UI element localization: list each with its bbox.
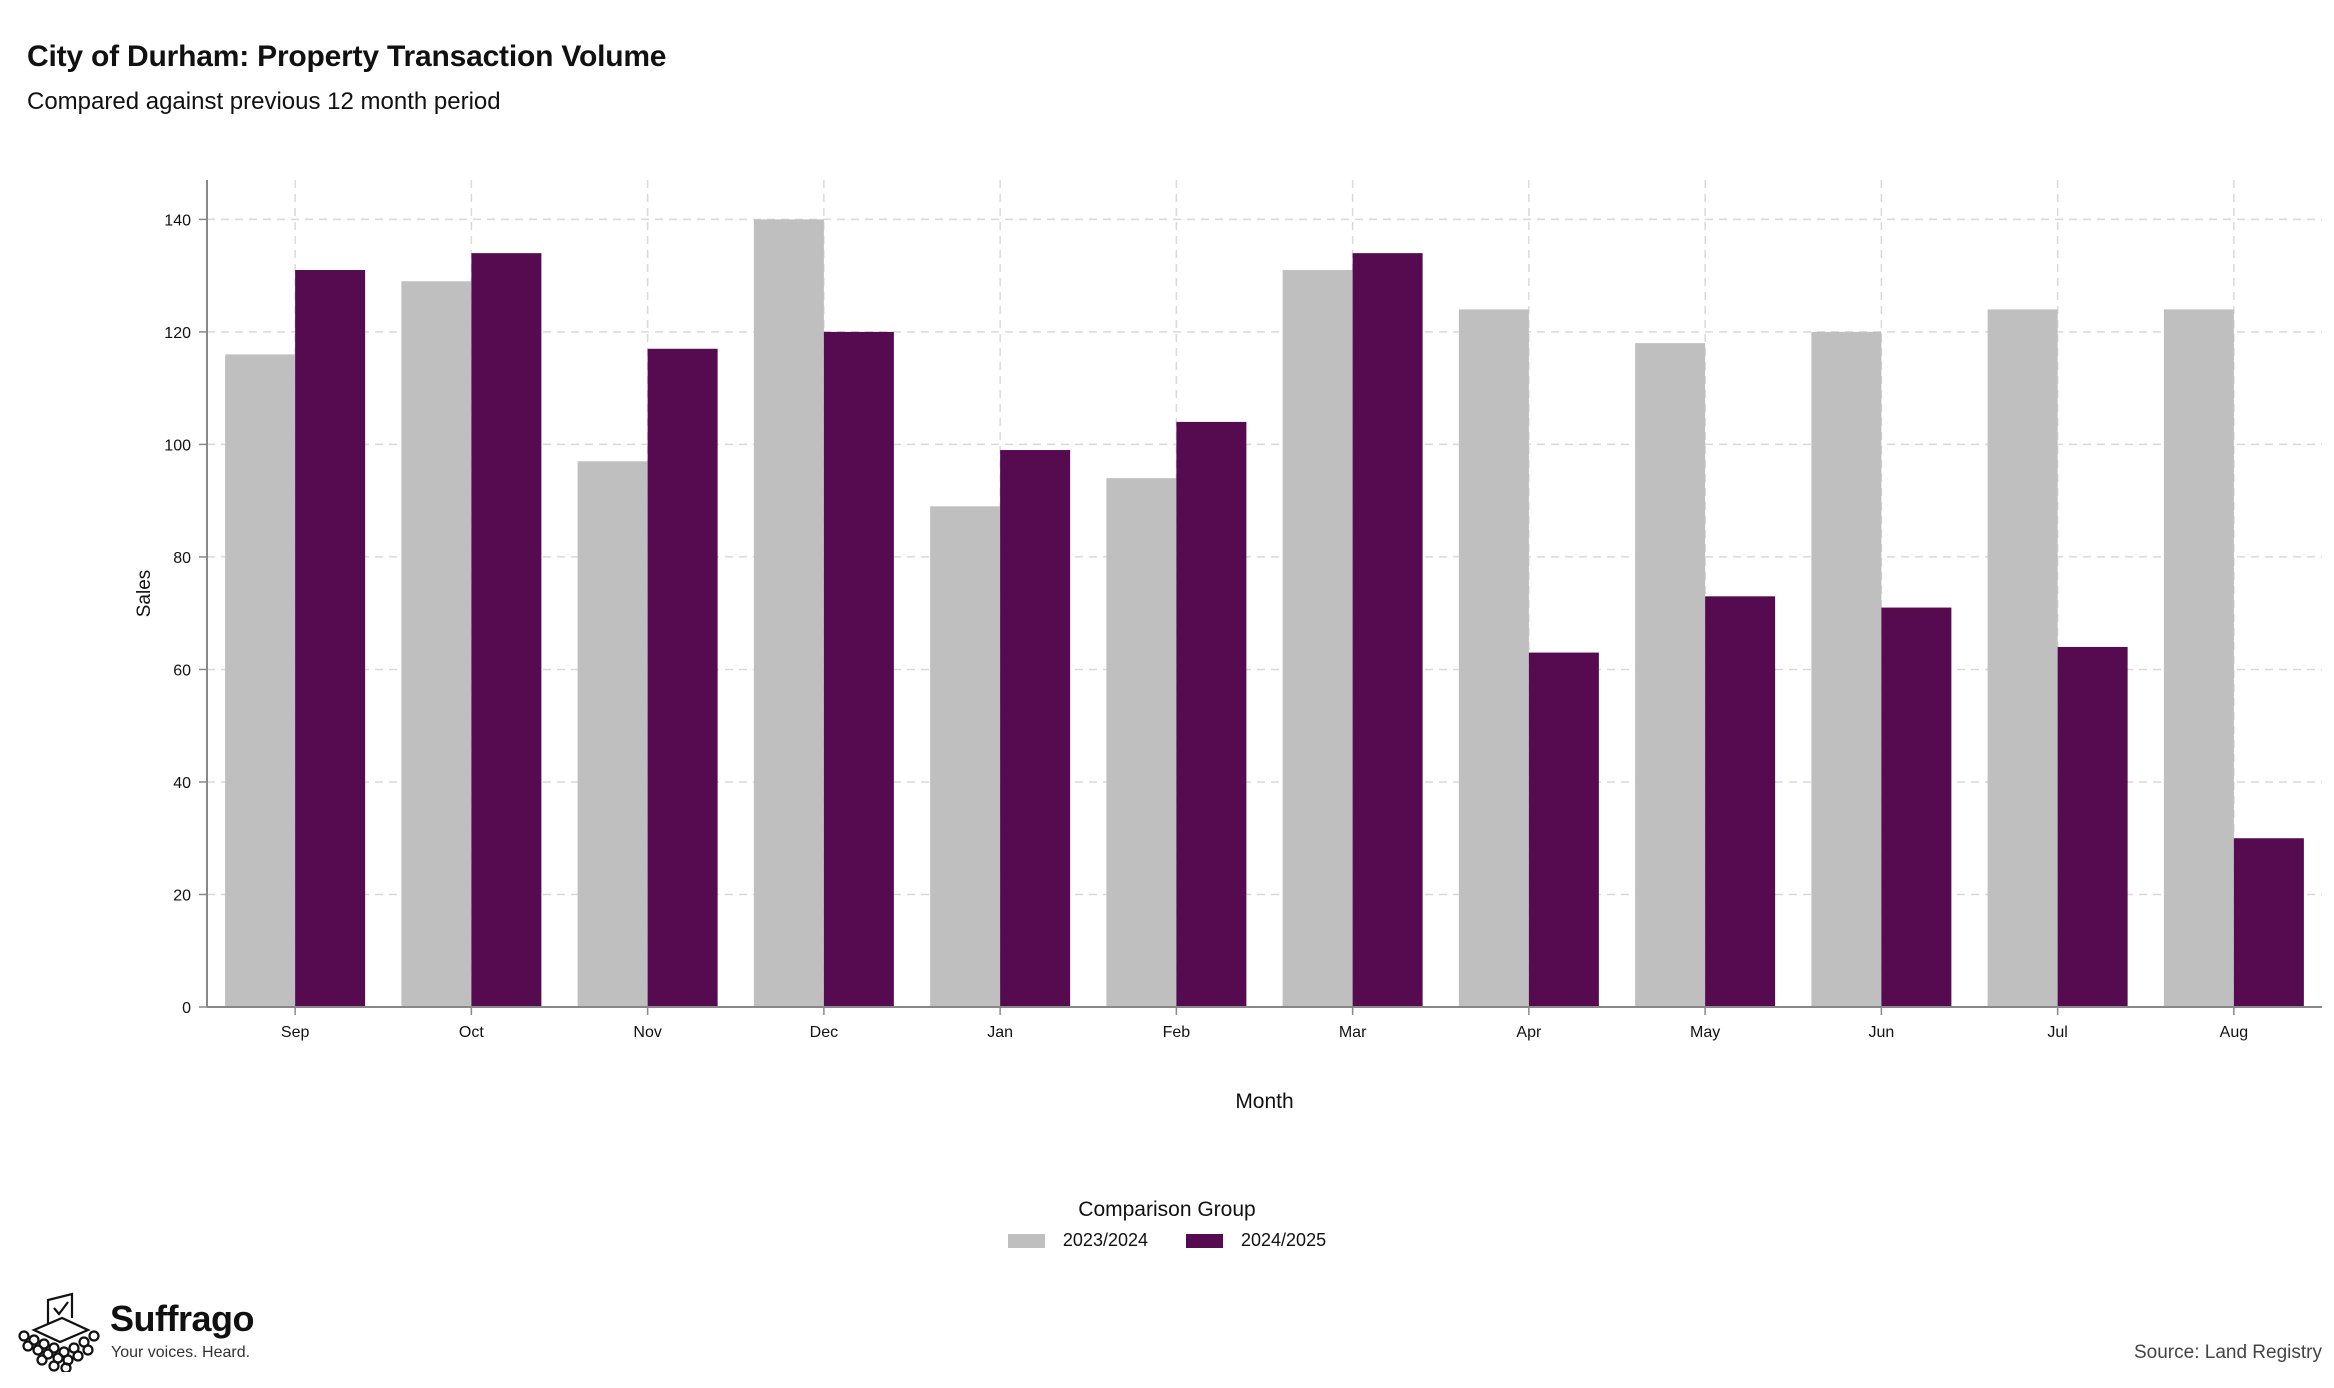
bar-Apr-2023/2024 — [1458, 309, 1529, 1008]
legend-item-series-2: 2024/2025 — [1186, 1230, 1326, 1251]
bar-Jan-2023/2024 — [930, 506, 1001, 1007]
y-tick-label: 120 — [164, 325, 191, 342]
y-tick-label: 140 — [164, 212, 191, 229]
x-tick-label: Mar — [1339, 1024, 1367, 1041]
x-tick-label: Aug — [2220, 1024, 2248, 1041]
y-tick-label: 100 — [164, 437, 191, 454]
ballot-box-icon — [18, 1292, 100, 1372]
legend-title: Comparison Group — [1078, 1198, 1256, 1221]
chart-title: City of Durham: Property Transaction Vol… — [27, 40, 667, 73]
bar-Feb-2024/2025 — [1176, 421, 1247, 1007]
x-tick-label: Oct — [459, 1024, 484, 1041]
x-tick-label: Feb — [1163, 1024, 1191, 1041]
logo-name: Suffrago — [110, 1298, 255, 1339]
x-tick-label: Dec — [810, 1024, 838, 1041]
y-tick-label: 0 — [182, 1000, 191, 1017]
bar-chart: 0 20 40 60 80 100 120 140 Sep Oct Nov Dec Jan Feb Mar A… — [134, 180, 2322, 1113]
legend-label-series-2: 2024/2025 — [1241, 1230, 1327, 1250]
y-tick-label: 20 — [173, 887, 191, 904]
legend-swatch-series-1 — [1007, 1233, 1045, 1248]
legend-label-series-1: 2023/2024 — [1062, 1230, 1148, 1250]
bar-Aug-2024/2025 — [2233, 838, 2304, 1007]
x-tick-label: May — [1690, 1024, 1720, 1041]
bar-Aug-2023/2024 — [2163, 309, 2234, 1008]
bar-Apr-2024/2025 — [1528, 652, 1599, 1007]
suffrago-logo: Suffrago Your voices. Heard. — [14, 1292, 264, 1372]
x-tick-label: Jan — [987, 1024, 1013, 1041]
x-axis-title: Month — [1235, 1090, 1293, 1113]
bar-Mar-2024/2025 — [1352, 253, 1423, 1007]
chart-subtitle: Compared against previous 12 month perio… — [27, 88, 501, 115]
x-tick-label: Jul — [2047, 1024, 2067, 1041]
bar-Jun-2023/2024 — [1811, 331, 1882, 1007]
bar-Jul-2023/2024 — [1987, 309, 2058, 1008]
bar-May-2023/2024 — [1635, 343, 1706, 1007]
bar-Jan-2024/2025 — [1000, 450, 1071, 1008]
bar-Jul-2024/2025 — [2057, 646, 2128, 1007]
x-tick-label: Nov — [633, 1024, 661, 1041]
bar-May-2024/2025 — [1705, 596, 1776, 1007]
source-note: Source: Land Registry — [2134, 1342, 2322, 1363]
bar-Dec-2023/2024 — [753, 219, 824, 1007]
legend-swatch-series-2 — [1186, 1233, 1223, 1248]
legend-items: 2023/2024 2024/2025 — [0, 1230, 2334, 1251]
bar-Dec-2024/2025 — [823, 331, 894, 1007]
bar-Mar-2023/2024 — [1282, 270, 1353, 1007]
legend: Comparison Group 2023/2024 2024/2025 — [0, 1198, 2334, 1251]
y-tick-label: 80 — [173, 550, 191, 567]
bar-Nov-2023/2024 — [577, 461, 648, 1008]
y-tick-label: 60 — [173, 662, 191, 679]
logo-tagline: Your voices. Heard. — [111, 1344, 251, 1361]
bar-Jun-2024/2025 — [1881, 607, 1952, 1007]
y-tick-label: 40 — [173, 775, 191, 792]
x-tick-label: Apr — [1516, 1024, 1542, 1041]
x-tick-label: Sep — [281, 1024, 310, 1041]
bar-Sep-2023/2024 — [225, 354, 296, 1007]
bar-Nov-2024/2025 — [647, 348, 718, 1007]
axis-labels: 0 20 40 60 80 100 120 140 Sep Oct Nov Dec Jan Feb Mar A… — [134, 212, 2248, 1113]
bar-Sep-2024/2025 — [295, 270, 366, 1007]
bar-Oct-2024/2025 — [471, 253, 542, 1007]
x-tick-label: Jun — [1868, 1024, 1894, 1041]
bar-Oct-2023/2024 — [401, 281, 472, 1007]
y-axis-title: Sales — [134, 570, 155, 618]
bars — [225, 219, 2304, 1008]
axes — [199, 180, 2322, 1015]
legend-item-series-1: 2023/2024 — [1007, 1230, 1148, 1251]
bar-Feb-2023/2024 — [1106, 478, 1177, 1008]
